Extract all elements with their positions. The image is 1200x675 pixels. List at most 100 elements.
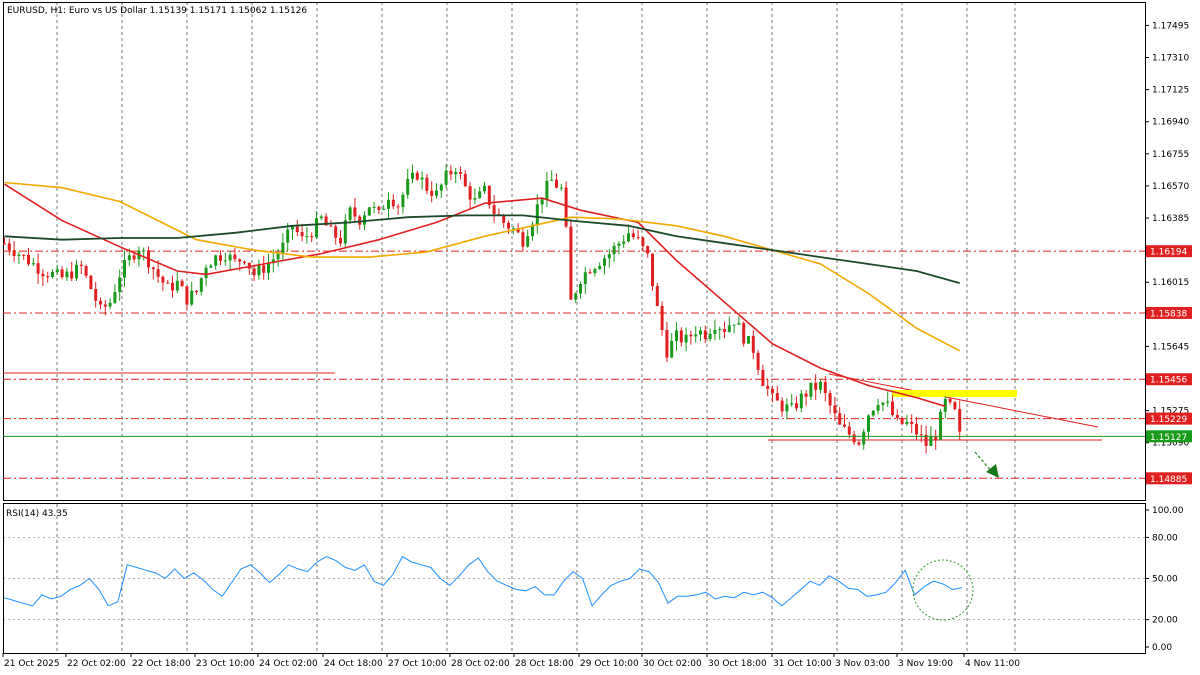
candle-body xyxy=(679,330,683,343)
moving-average-line xyxy=(4,214,960,284)
candle-body xyxy=(142,250,146,252)
time-tick-label: 24 Oct 02:00 xyxy=(259,659,318,669)
current-price-label: 1.15127 xyxy=(1146,430,1192,443)
candle-body xyxy=(132,255,136,260)
candle-body xyxy=(857,442,861,445)
svg-text:1.16194: 1.16194 xyxy=(1150,248,1187,258)
candle-body xyxy=(171,282,174,291)
candle-body xyxy=(919,434,923,436)
candle-body xyxy=(636,237,640,239)
candle-body xyxy=(771,388,774,394)
candle-body xyxy=(742,323,746,344)
candle-body xyxy=(204,267,208,279)
candle-body xyxy=(281,242,285,254)
candle-body xyxy=(55,269,59,273)
candle-body xyxy=(910,421,914,424)
candle-body xyxy=(425,177,429,191)
candle-body xyxy=(958,409,962,432)
candle-body xyxy=(123,260,126,278)
rsi-tick-label: 100.00 xyxy=(1152,506,1184,516)
candle-body xyxy=(550,179,554,181)
candle-body xyxy=(814,382,818,390)
candle-body xyxy=(915,423,918,435)
candle-body xyxy=(151,267,155,270)
candle-body xyxy=(329,225,333,227)
time-tick-label: 24 Oct 18:00 xyxy=(324,659,383,669)
candle-body xyxy=(665,329,669,358)
candle-body xyxy=(65,271,69,278)
candle-body xyxy=(17,254,21,256)
candle-body xyxy=(593,268,597,274)
candle-body xyxy=(521,232,525,247)
candle-body xyxy=(703,330,707,340)
candle-body xyxy=(223,260,227,262)
candle-body xyxy=(718,329,722,331)
main-grid xyxy=(56,2,1016,500)
time-tick-label: 30 Oct 02:00 xyxy=(643,659,702,669)
price-tick-label: 1.16570 xyxy=(1152,182,1189,192)
candle-body xyxy=(612,246,616,255)
candle-body xyxy=(809,382,813,397)
rsi-tick-label: 80.00 xyxy=(1152,533,1178,543)
candle-body xyxy=(631,233,635,238)
candle-body xyxy=(46,276,50,278)
candle-body xyxy=(483,185,486,192)
candle-body xyxy=(559,187,563,189)
candle-body xyxy=(420,177,424,180)
candle-body xyxy=(411,172,414,179)
level-label: 1.15229 xyxy=(1146,412,1192,425)
candle-body xyxy=(118,277,122,292)
time-tick-label: 3 Nov 03:00 xyxy=(835,659,890,669)
levels-layer xyxy=(3,250,1145,479)
candle-body xyxy=(862,431,866,445)
candle-body xyxy=(708,333,712,340)
candle-body xyxy=(195,290,198,292)
candle-body xyxy=(694,334,698,337)
candle-body xyxy=(838,413,842,425)
candle-body xyxy=(867,415,870,432)
svg-text:1.14885: 1.14885 xyxy=(1150,475,1187,485)
time-tick-label: 22 Oct 02:00 xyxy=(67,659,126,669)
candle-body xyxy=(339,237,342,244)
candle-body xyxy=(41,273,45,277)
candle-body xyxy=(598,265,602,269)
candle-body xyxy=(358,216,362,225)
candle-body xyxy=(526,236,530,247)
candle-body xyxy=(905,421,909,424)
svg-text:1.15127: 1.15127 xyxy=(1150,433,1187,443)
candle-body xyxy=(180,280,184,287)
candle-body xyxy=(305,236,309,238)
candle-body xyxy=(252,268,256,276)
candle-body xyxy=(238,259,242,262)
candle-body xyxy=(243,261,246,263)
candle-body xyxy=(799,393,803,409)
rsi-highlight-circle xyxy=(912,559,974,621)
candle-body xyxy=(943,398,947,412)
candle-body xyxy=(291,226,294,230)
candle-body xyxy=(310,236,314,238)
candle-body xyxy=(948,398,952,403)
time-tick-label: 3 Nov 19:00 xyxy=(898,659,953,669)
candle-body xyxy=(819,381,822,390)
candle-body xyxy=(478,191,482,199)
candle-body xyxy=(775,393,779,401)
candle-body xyxy=(247,262,251,269)
candle-body xyxy=(780,400,784,412)
level-label: 1.15838 xyxy=(1146,306,1192,319)
price-tick-label: 1.16755 xyxy=(1152,150,1189,160)
price-tick-label: 1.16015 xyxy=(1152,278,1189,288)
candle-body xyxy=(737,323,741,325)
rsi-grid xyxy=(3,504,1145,653)
candle-body xyxy=(343,220,347,244)
rsi-tick-label: 20.00 xyxy=(1152,616,1178,626)
candle-body xyxy=(886,401,890,403)
candle-body xyxy=(276,253,280,260)
candle-body xyxy=(670,341,674,358)
candle-body xyxy=(699,330,702,335)
forecast-arrow-head-icon xyxy=(986,464,999,478)
candle-body xyxy=(492,205,496,215)
candle-body xyxy=(113,291,117,303)
candle-body xyxy=(300,232,304,237)
candle-body xyxy=(387,199,390,209)
